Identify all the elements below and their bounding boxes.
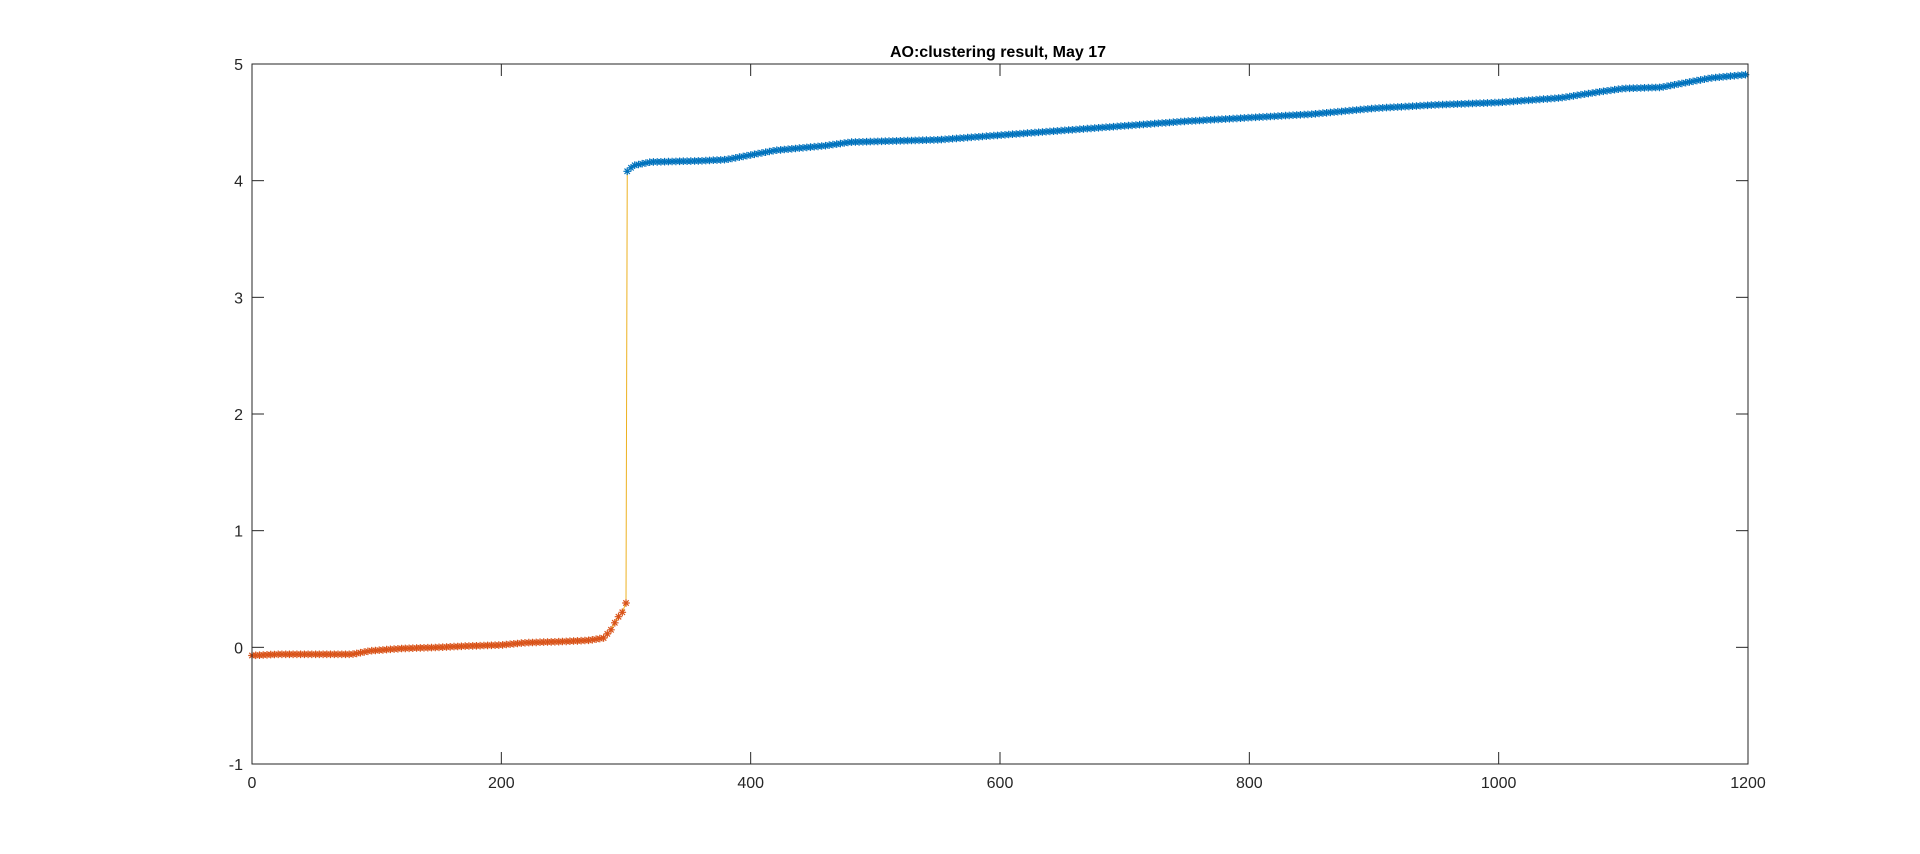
y-tick-label: 1 [234,524,243,541]
x-tick-label: 0 [248,775,257,792]
data-point-marker [360,648,368,656]
data-point-marker [731,154,740,162]
data-point-marker [614,612,623,621]
data-point-marker [761,148,770,156]
data-point-marker [728,154,736,163]
y-tick-label: 2 [234,407,243,424]
y-tick-label: 5 [234,57,243,74]
data-point-marker [1573,91,1581,100]
x-tick-label: 800 [1236,775,1263,792]
y-tick-label: 4 [234,174,243,191]
data-point-marker [356,648,365,657]
data-point-marker [1670,81,1679,89]
y-tick-label: 0 [234,640,243,657]
data-point-marker [603,630,612,638]
data-point-marker [1689,77,1697,86]
series-2-markers [623,70,1750,176]
axes: 0 200 400 600 800 1000 1200 -1 0 1 2 3 4 5 [229,57,1766,792]
series-1-markers [248,599,630,660]
data-point-marker [735,153,744,161]
data-point-marker [634,160,643,169]
data-point-marker [1681,78,1690,87]
x-tick-label: 600 [987,775,1014,792]
data-point-marker [627,164,635,172]
data-point-marker [618,608,627,617]
y-tick-label: -1 [229,757,243,774]
data-point-marker [1607,86,1615,95]
data-point-marker [1696,76,1705,84]
data-point-marker [1700,75,1709,83]
data-point-marker [1674,80,1682,88]
data-point-marker [1741,70,1750,79]
data-point-marker [623,167,631,176]
data-point-marker [592,635,600,643]
data-point-marker [630,161,639,169]
data-point-marker [1693,76,1701,85]
data-point-marker [750,150,759,159]
chart-title: AO:clustering result, May 17 [890,44,1106,61]
plot-area [248,70,1750,660]
data-point-marker [349,650,357,658]
data-point-marker [599,634,608,642]
x-tick-label: 1200 [1730,775,1766,792]
data-point-marker [1659,83,1667,91]
data-point-marker [754,149,762,158]
data-point-marker [746,151,755,159]
data-point-marker [1685,78,1694,86]
data-point-marker [611,619,619,627]
x-tick-label: 1000 [1481,775,1517,792]
data-point-marker [765,147,774,156]
data-point-marker [352,649,361,658]
data-point-marker [1678,79,1686,88]
data-point-marker [642,159,650,167]
x-tick-label: 400 [737,775,764,792]
data-point-marker [1663,82,1671,90]
data-point-marker [638,159,646,168]
data-point-marker [758,149,766,157]
x-tick-label: 200 [488,775,515,792]
y-tick-label: 3 [234,290,243,307]
data-point-marker [743,151,751,160]
data-point-marker [622,599,630,607]
data-point-marker [724,155,732,163]
data-point-marker [739,152,747,161]
data-point-marker [1666,81,1675,90]
data-point-marker [607,626,615,634]
